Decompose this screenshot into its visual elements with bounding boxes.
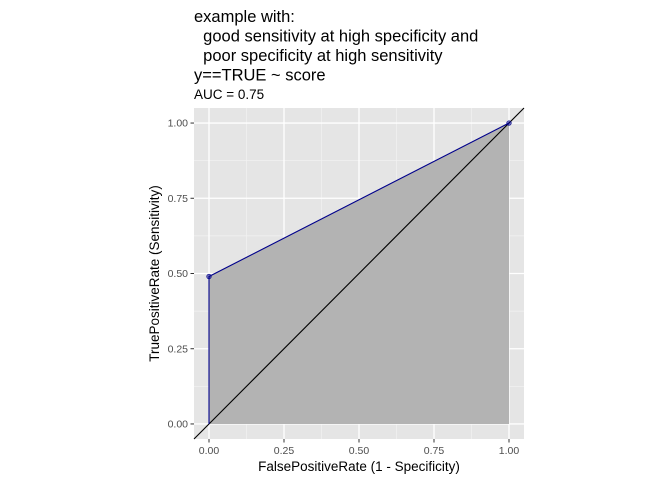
x-tick-label: 0.50 [349,445,370,457]
roc-point [206,273,212,280]
y-axis-title: TruePositiveRate (Sensitivity) [147,185,162,362]
x-tick-label: 0.00 [199,445,220,457]
chart-title: example with: good sensitivity at high s… [194,8,478,85]
y-tick-label: 0.25 [168,343,189,355]
y-tick-label: 0.00 [168,419,189,431]
title-line: poor specificity at high sensitivity [194,47,443,65]
y-tick-label: 0.50 [168,268,189,280]
roc-series [206,120,512,424]
title-line: y==TRUE ~ score [194,67,326,85]
chart-subtitle: AUC = 0.75 [194,87,264,102]
x-tick-label: 0.25 [274,445,295,457]
roc-point [506,120,512,126]
y-tick-label: 1.00 [168,118,189,130]
y-tick-label: 0.75 [168,193,189,205]
x-tick-label: 0.75 [424,445,445,457]
x-axis-title: FalsePositiveRate (1 - Specificity) [258,459,460,474]
x-tick-label: 1.00 [499,445,520,457]
title-line: example with: [194,8,295,26]
y-axis-ticks: 0.00 0.25 0.50 0.75 1.00 [168,118,194,431]
title-line: good sensitivity at high specificity and [194,28,478,46]
x-axis-ticks: 0.00 0.25 0.50 0.75 1.00 [199,439,520,457]
diagonal-reference-line [193,107,525,440]
